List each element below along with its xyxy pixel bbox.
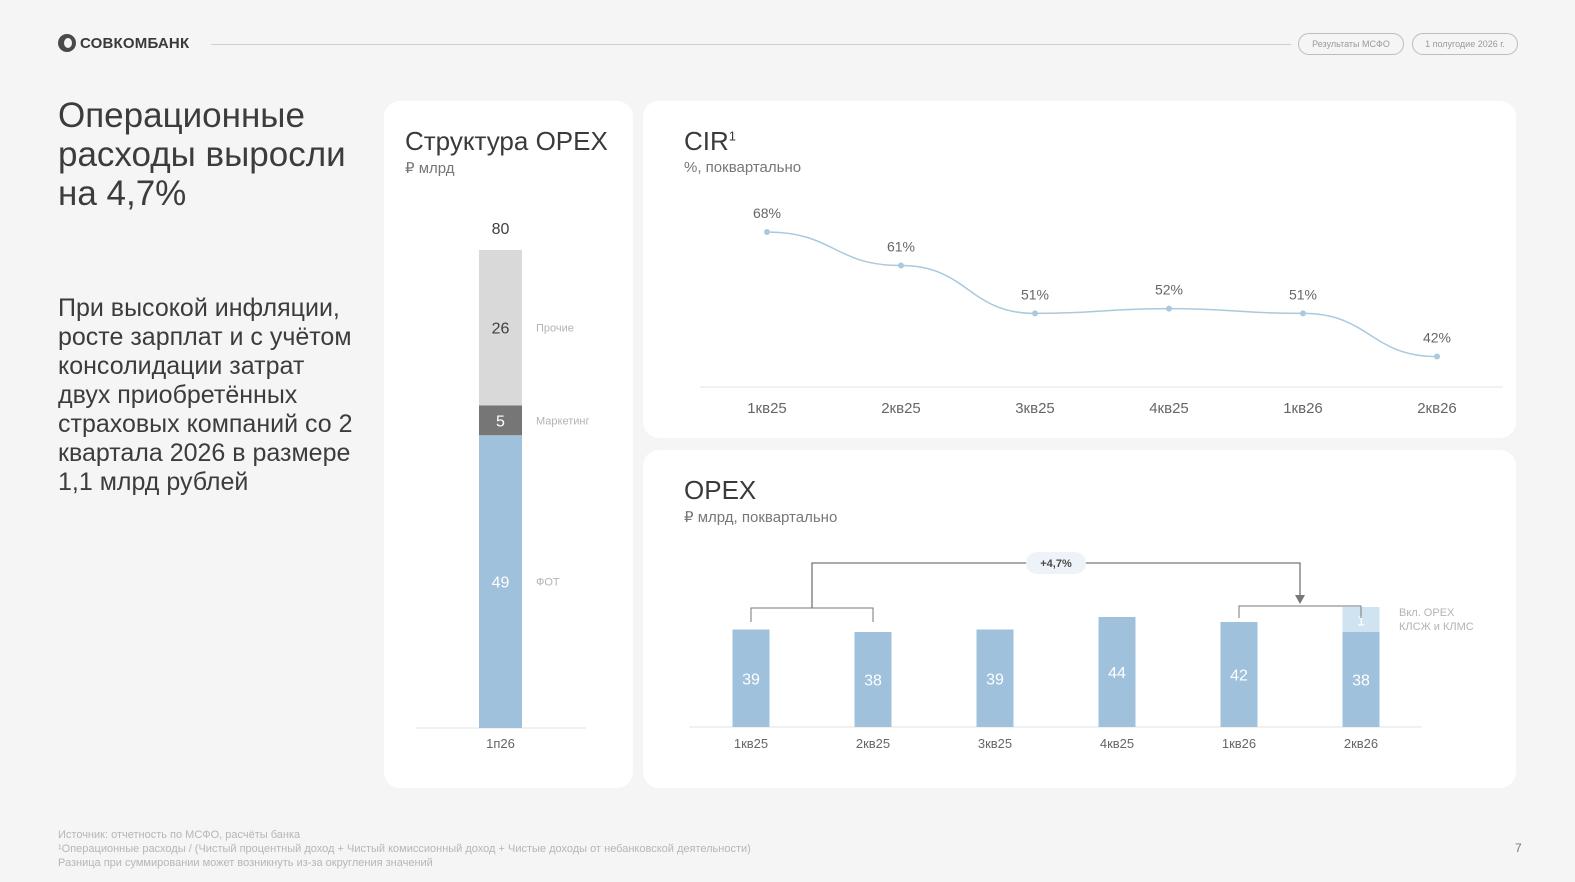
segment-value-label: 49 — [492, 575, 510, 592]
bar-segment-1 — [479, 435, 522, 728]
brand-name: СОВКОМБАНК — [80, 34, 190, 52]
x-tick-label: 4кв25 — [1149, 400, 1189, 417]
source-footnote: Источник: отчетность по МСФО, расчёты ба… — [58, 829, 301, 841]
segment-value-label: 5 — [496, 413, 505, 430]
cir-point — [764, 229, 770, 235]
opex-bar — [1220, 622, 1258, 727]
x-tick-label: 3кв25 — [1015, 400, 1055, 417]
x-tick-label: 1кв26 — [1283, 400, 1323, 417]
x-tick-label: 3кв25 — [978, 736, 1012, 751]
opex-bar — [1098, 617, 1136, 727]
page-title: Операционные расходы выросли на 4,7% — [58, 96, 346, 213]
cir-point — [1032, 310, 1038, 317]
rounding-footnote: Разница при суммировании может возникнут… — [58, 857, 433, 869]
cir-subtitle: %, поквартально — [684, 159, 802, 176]
bracket-1h26 — [1238, 605, 1362, 618]
cir-chart: 68% 1кв25 61% 2кв25 51% 3кв25 52% 4кв25 51% 1кв26… — [700, 205, 1503, 417]
bar-segment-3 — [479, 250, 522, 406]
insurance-annotation: Вкл. OPEX КЛСЖ и КЛМС — [1399, 607, 1474, 633]
page-description: При высокой инфляции, росте зарплат и с … — [58, 294, 353, 496]
opex-title: OPEX — [684, 475, 757, 505]
x-tick-label: 2кв25 — [881, 400, 921, 417]
cir-point — [1300, 310, 1306, 317]
cir-value-label: 42% — [1423, 330, 1451, 346]
x-tick-label: 2кв26 — [1344, 736, 1378, 751]
report-badge: Результаты МСФО — [1298, 33, 1404, 55]
x-tick-label: 1п26 — [486, 736, 515, 751]
opex-bar-value-label: 44 — [1108, 665, 1126, 682]
brand-logo: СОВКОМБАНК — [58, 34, 189, 52]
cir-point — [1166, 305, 1172, 312]
bar-segment-2 — [479, 405, 522, 436]
opex-structure-title: Структура OPEX — [405, 126, 608, 156]
cir-value-label: 51% — [1289, 286, 1317, 302]
header-divider — [211, 44, 1291, 45]
cir-value-label: 52% — [1155, 282, 1183, 298]
cir-footnote: ¹Операционные расходы / (Чистый процентн… — [58, 843, 751, 855]
opex-bar — [732, 629, 770, 727]
bracket-1h25 — [750, 607, 874, 622]
x-tick-label: 1кв26 — [1222, 736, 1256, 751]
segment-name-label: ФОТ — [536, 577, 560, 589]
page-number: 7 — [1515, 841, 1522, 855]
opex-bar-value-label: 42 — [1230, 668, 1248, 685]
x-tick-label: 1кв25 — [747, 400, 787, 417]
opex-bar — [854, 632, 892, 727]
cir-title: CIR1 — [684, 126, 737, 156]
opex-bar-value-label: 39 — [742, 671, 760, 688]
growth-badge — [1026, 552, 1086, 574]
period-badge: 1 полугодие 2026 г. — [1412, 33, 1518, 55]
segment-name-label: Маркетинг — [536, 415, 589, 427]
arrow-down-icon — [1295, 595, 1305, 604]
total-value-label: 80 — [492, 221, 510, 238]
insurance-value-label: 1 — [1357, 613, 1365, 630]
cir-series-line — [766, 231, 1438, 358]
x-tick-label: 2кв25 — [856, 736, 890, 751]
cir-value-label: 61% — [887, 239, 915, 255]
opex-chart: 39 1кв25 38 2кв25 39 3кв25 44 4кв25 42 1кв26 38 1 Вк… — [689, 552, 1474, 751]
x-tick-label: 2кв26 — [1417, 400, 1457, 417]
cir-value-label: 51% — [1021, 286, 1049, 302]
cir-point — [898, 262, 904, 269]
segment-name-label: Прочие — [536, 323, 574, 335]
opex-card: OPEX ₽ млрд, поквартально 39 1кв25 38 2кв25… — [643, 450, 1516, 788]
cir-point — [1434, 353, 1440, 360]
opex-structure-subtitle: ₽ млрд — [405, 160, 455, 177]
growth-label: +4,7% — [1040, 558, 1072, 570]
cir-value-label: 68% — [753, 205, 781, 221]
cir-card: CIR1 %, поквартально 68% 1кв25 61% 2кв25 51%… — [643, 101, 1516, 438]
opex-bar-value-label: 38 — [1352, 673, 1370, 690]
opex-bar — [1342, 632, 1380, 727]
segment-value-label: 26 — [492, 321, 510, 338]
x-tick-label: 1кв25 — [734, 736, 768, 751]
x-tick-label: 4кв25 — [1100, 736, 1134, 751]
opex-bar-value-label: 38 — [864, 673, 882, 690]
opex-bar-value-label: 39 — [986, 671, 1004, 688]
opex-structure-chart: 49 ФОТ 5 Маркетинг 26 Прочие 80 1п26 — [416, 221, 589, 751]
opex-subtitle: ₽ млрд, поквартально — [684, 509, 838, 526]
sovcombank-logo-icon — [58, 34, 76, 52]
opex-bar — [976, 629, 1014, 727]
opex-structure-card: Структура OPEX ₽ млрд 49 ФОТ 5 Маркетинг 26 П… — [384, 101, 633, 788]
